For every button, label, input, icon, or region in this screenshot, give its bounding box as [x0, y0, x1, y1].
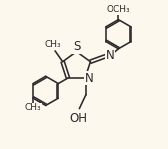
- Text: OH: OH: [70, 112, 88, 125]
- Text: S: S: [73, 41, 80, 53]
- Text: N: N: [105, 49, 114, 62]
- Text: CH₃: CH₃: [25, 103, 41, 112]
- Text: N: N: [84, 72, 93, 84]
- Text: OCH₃: OCH₃: [107, 6, 130, 14]
- Text: CH₃: CH₃: [45, 40, 61, 49]
